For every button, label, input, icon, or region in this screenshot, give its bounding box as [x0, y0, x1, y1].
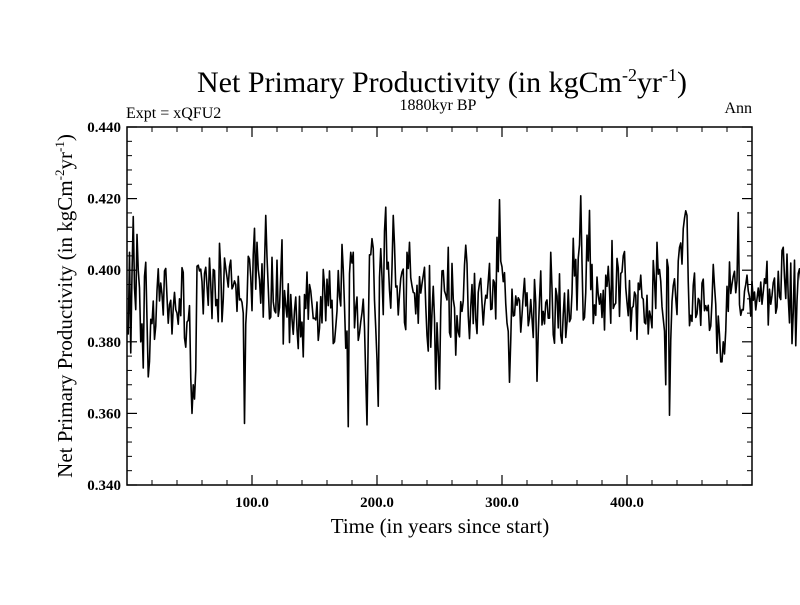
- series-line: [127, 194, 800, 428]
- y-tick-label: 0.440: [87, 120, 121, 136]
- chart-title: Net Primary Productivity (in kgCm-2yr-1): [197, 65, 687, 99]
- y-axis-label: Net Primary Productivity (in kgCm-2yr-1): [52, 134, 77, 478]
- x-tick-label: 400.0: [610, 495, 644, 511]
- series-layer: [127, 194, 800, 428]
- x-tick-label: 300.0: [485, 495, 519, 511]
- season-label: Ann: [724, 100, 752, 117]
- period-label: 1880kyr BP: [400, 97, 477, 114]
- x-tick-label: 100.0: [235, 495, 269, 511]
- x-axis-ticks: 100.0 200.0 300.0 400.0: [151, 127, 728, 511]
- x-tick-label: 200.0: [360, 495, 394, 511]
- y-tick-label: 0.420: [87, 192, 121, 208]
- y-tick-label: 0.380: [87, 335, 121, 351]
- y-tick-label: 0.360: [87, 406, 121, 422]
- x-axis-label: Time (in years since start): [331, 514, 550, 538]
- y-tick-label: 0.400: [87, 263, 121, 279]
- y-tick-label: 0.340: [87, 478, 121, 494]
- experiment-label: Expt = xQFU2: [126, 105, 221, 122]
- plot-frame: [126, 126, 753, 486]
